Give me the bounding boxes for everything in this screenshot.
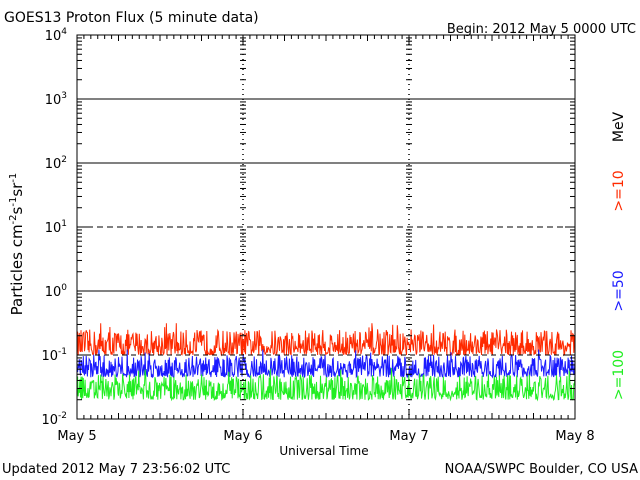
updated-timestamp: Updated 2012 May 7 23:56:02 UTC bbox=[2, 462, 230, 477]
legend-entry-2: >=100 bbox=[611, 350, 627, 400]
x-tick-label-3: May 8 bbox=[555, 429, 594, 444]
legend: MeV >=10 >=50 >=100 bbox=[611, 111, 627, 400]
y-tick-label-1: 10-1 bbox=[41, 347, 67, 364]
x-tick-label-2: May 7 bbox=[389, 429, 428, 444]
y-tick-label-4: 102 bbox=[45, 155, 67, 172]
axes-group: 10-2 10-1 100 101 102 103 104 May 5 May 6 May 7 Ma… bbox=[41, 27, 594, 444]
series-line-ge100 bbox=[76, 367, 576, 402]
y-tick-label-0: 10-2 bbox=[41, 411, 67, 428]
legend-entry-0: >=10 bbox=[611, 170, 627, 211]
legend-unit: MeV bbox=[611, 111, 627, 142]
x-tick-label-1: May 6 bbox=[223, 429, 262, 444]
series-line-ge10 bbox=[76, 323, 576, 357]
x-axis-label: Universal Time bbox=[279, 444, 368, 458]
y-tick-label-6: 104 bbox=[45, 27, 68, 44]
series-line-ge50 bbox=[76, 349, 576, 379]
chart-title: GOES13 Proton Flux (5 minute data) bbox=[4, 10, 259, 26]
legend-entry-1: >=50 bbox=[611, 270, 627, 311]
begin-timestamp: Begin: 2012 May 5 0000 UTC bbox=[447, 22, 636, 37]
data-series-group bbox=[76, 323, 576, 402]
y-tick-label-3: 101 bbox=[45, 219, 67, 236]
y-tick-label-2: 100 bbox=[45, 283, 68, 300]
y-axis-label: Particles cm-2s-1sr-1 bbox=[8, 173, 26, 316]
y-tick-label-5: 103 bbox=[45, 91, 67, 108]
x-tick-label-0: May 5 bbox=[57, 429, 96, 444]
credit-line: NOAA/SWPC Boulder, CO USA bbox=[445, 462, 638, 477]
